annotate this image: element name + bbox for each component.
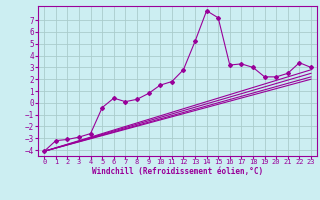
X-axis label: Windchill (Refroidissement éolien,°C): Windchill (Refroidissement éolien,°C) <box>92 167 263 176</box>
